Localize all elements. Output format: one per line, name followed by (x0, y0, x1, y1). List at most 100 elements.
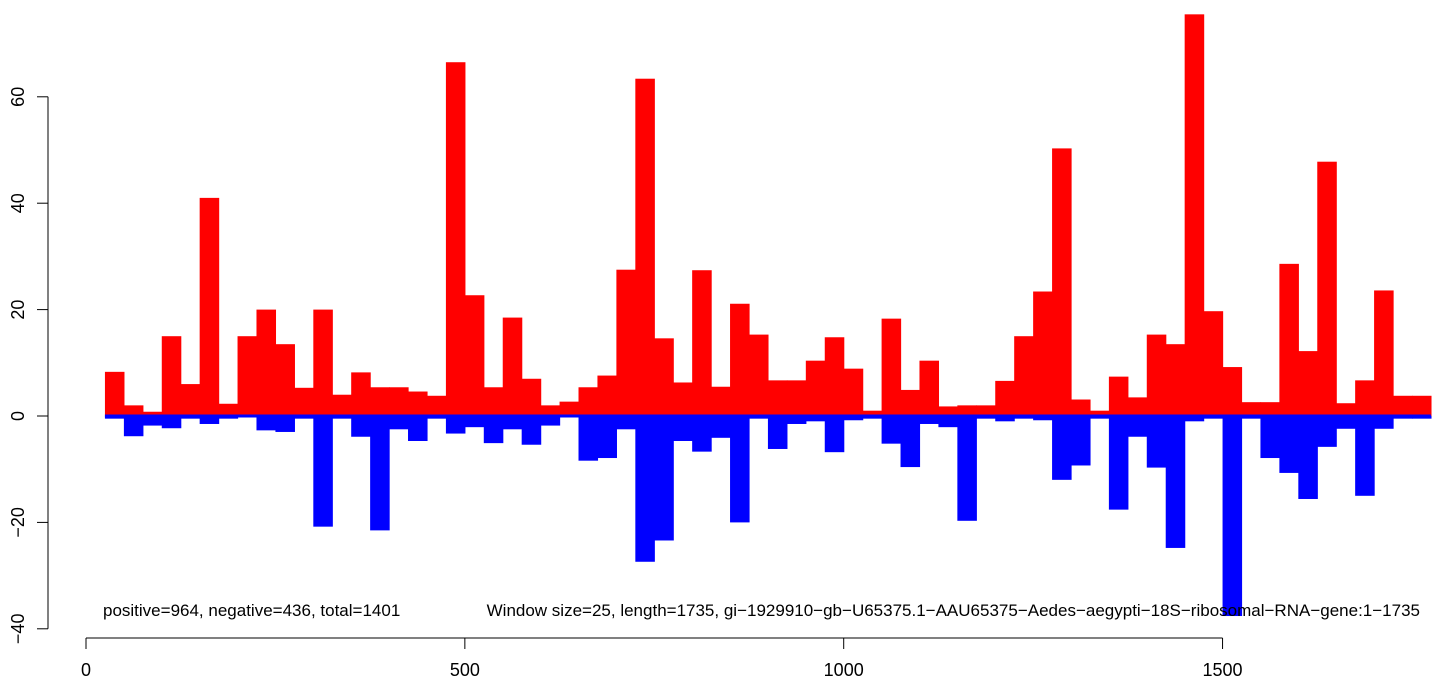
negative-bar (540, 416, 561, 426)
positive-bar (919, 360, 940, 416)
negative-bar (900, 416, 921, 468)
negative-bar (1279, 416, 1299, 473)
y-tick-label: 0 (8, 411, 28, 421)
x-tick-label: 1500 (1203, 660, 1243, 680)
negative-bar (502, 416, 523, 430)
counts-annotation: positive=964, negative=436, total=1401 (103, 601, 400, 620)
negative-bar (730, 416, 750, 523)
negative-bar (1071, 416, 1091, 466)
positive-bar (1241, 402, 1262, 416)
negative-bar (389, 416, 409, 430)
negative-bar (635, 416, 655, 562)
negative-bar (1222, 416, 1243, 617)
positive-bar (1033, 291, 1053, 416)
positive-bar (389, 387, 409, 416)
positive-bar (161, 336, 182, 416)
negative-bar (654, 416, 674, 541)
negative-bar (1336, 416, 1356, 429)
negative-bar (919, 416, 940, 424)
negative-bar (995, 416, 1015, 422)
positive-bar (862, 410, 883, 416)
x-tick-label: 500 (450, 660, 480, 680)
negative-bar (1165, 416, 1186, 548)
positive-bar (767, 380, 788, 416)
positive-bar (748, 334, 769, 416)
bars-layer (104, 14, 1432, 617)
negative-bar (767, 416, 788, 449)
negative-bar (597, 416, 617, 459)
negative-bar (521, 416, 542, 445)
x-axis: 0 500 1000 1500 (81, 637, 1243, 680)
positive-bar (730, 303, 750, 416)
positive-bar (275, 344, 295, 416)
positive-bar (199, 197, 220, 416)
positive-bar (370, 387, 390, 416)
positive-bar (1336, 403, 1356, 416)
positive-bar (786, 380, 807, 416)
negative-bar (1033, 416, 1053, 421)
positive-bar (104, 371, 125, 416)
window-annotation: Window size=25, length=1735, gi−1929910−… (487, 601, 1420, 620)
x-tick-label: 0 (81, 660, 91, 680)
negative-bar (957, 416, 977, 521)
positive-bar (1203, 311, 1224, 416)
positive-bar (142, 411, 163, 416)
positive-bar (938, 406, 958, 416)
positive-bar (351, 372, 371, 416)
negative-bar (824, 416, 845, 453)
positive-bar (483, 387, 504, 416)
positive-bar (578, 387, 599, 416)
positive-bar (1184, 14, 1205, 417)
positive-bar (1108, 376, 1129, 416)
positive-bar (123, 405, 144, 416)
positive-bar (1146, 334, 1167, 416)
negative-bar (673, 416, 693, 441)
negative-bar (256, 416, 277, 431)
negative-bar (881, 416, 902, 444)
negative-bar (1317, 416, 1337, 447)
positive-bar (635, 78, 655, 417)
negative-bar (351, 416, 371, 437)
positive-bar (1052, 148, 1072, 416)
y-tick-label: −40 (8, 614, 28, 645)
positive-bar (597, 375, 617, 416)
negative-bar (1052, 416, 1072, 480)
y-axis: −40 −20 0 20 40 60 (8, 87, 49, 645)
negative-bar (692, 416, 712, 452)
positive-bar (502, 317, 523, 416)
positive-bar (294, 387, 314, 416)
positive-bar (237, 336, 258, 416)
negative-bar (199, 416, 220, 424)
positive-bar (445, 62, 466, 416)
negative-bar (161, 416, 182, 429)
x-tick-label: 1000 (824, 660, 864, 680)
negative-bar (805, 416, 826, 422)
positive-bar (1222, 367, 1243, 416)
positive-bar (824, 337, 845, 416)
positive-bar (1165, 344, 1186, 416)
positive-bar (1317, 161, 1337, 416)
negative-bar (1260, 416, 1280, 459)
positive-bar (218, 403, 239, 416)
negative-bar (1146, 416, 1167, 468)
negative-bar (445, 416, 466, 434)
positive-bar (1260, 402, 1280, 416)
positive-bar (1279, 263, 1299, 416)
positive-bar (1014, 336, 1034, 416)
negative-bar (578, 416, 599, 461)
positive-bar (692, 270, 712, 416)
negative-bar (313, 416, 333, 527)
positive-bar (521, 378, 542, 416)
negative-bar (275, 416, 295, 432)
negative-bar (1374, 416, 1394, 429)
positive-bar (1127, 397, 1148, 416)
negative-bar (616, 416, 636, 430)
negative-bar (123, 416, 144, 437)
y-tick-label: −20 (8, 507, 28, 538)
positive-bar (711, 386, 731, 416)
positive-bar (900, 389, 921, 416)
positive-bar (1355, 380, 1375, 416)
negative-bar (483, 416, 504, 444)
positive-bar (673, 382, 693, 416)
